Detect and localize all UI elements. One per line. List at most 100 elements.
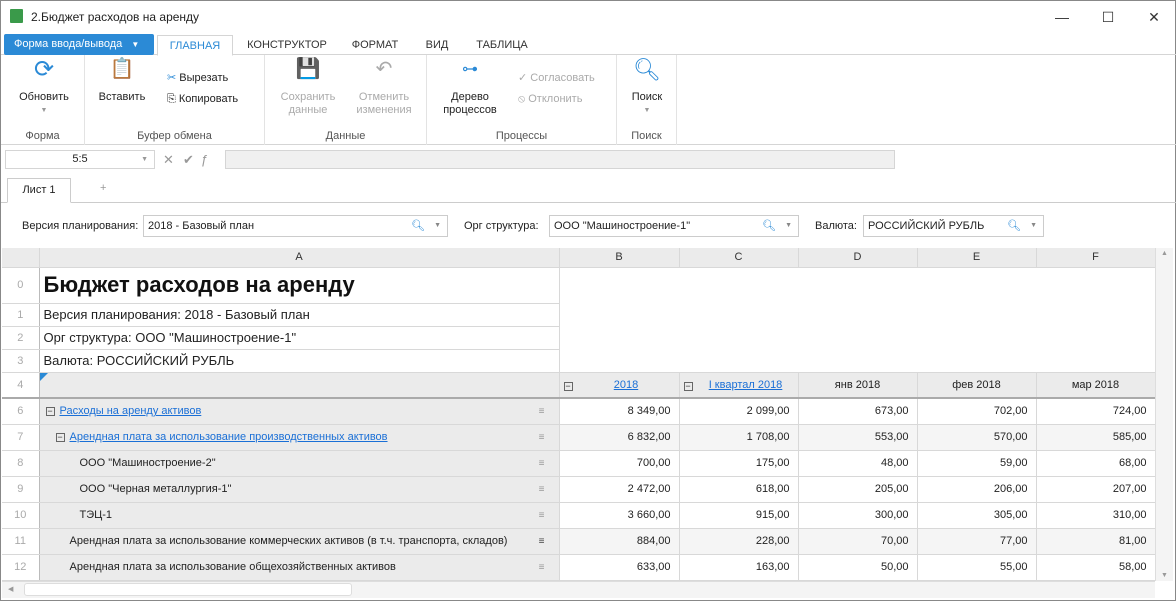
info-currency[interactable]: Валюта: РОССИЙСКИЙ РУБЛЬ: [39, 349, 560, 373]
minimize-button[interactable]: —: [1055, 9, 1069, 25]
value-cell[interactable]: 207,00: [1036, 476, 1156, 503]
reject-button[interactable]: ⦸ Отклонить: [518, 93, 582, 106]
save-data-button[interactable]: 💾 Сохранить данные: [273, 59, 343, 117]
column-header-f[interactable]: F: [1036, 248, 1156, 268]
value-cell[interactable]: 48,00: [798, 450, 918, 477]
confirm-icon[interactable]: ✔: [183, 152, 194, 167]
value-cell[interactable]: 2 099,00: [679, 398, 799, 425]
close-button[interactable]: ✕: [1148, 9, 1160, 25]
search-button[interactable]: 🔍︎ Поиск ▼: [622, 59, 672, 117]
header-jan[interactable]: янв 2018: [798, 372, 918, 399]
report-title[interactable]: Бюджет расходов на аренду: [39, 267, 560, 304]
add-sheet-button[interactable]: +: [100, 182, 107, 194]
value-cell[interactable]: 77,00: [917, 528, 1037, 555]
filter-icon[interactable]: ≡: [538, 457, 545, 469]
value-cell[interactable]: 618,00: [679, 476, 799, 503]
copy-button[interactable]: ⎘ Копировать: [167, 93, 238, 106]
value-cell[interactable]: 70,00: [798, 528, 918, 555]
row-number[interactable]: 3: [2, 349, 40, 373]
row-label-cell[interactable]: − Расходы на аренду активов ≡: [39, 398, 560, 425]
header-link[interactable]: 2018: [613, 378, 639, 391]
column-header-d[interactable]: D: [798, 248, 918, 268]
value-cell[interactable]: 915,00: [679, 502, 799, 529]
row-number[interactable]: 2: [2, 326, 40, 350]
value-cell[interactable]: 55,00: [917, 554, 1037, 581]
info-org[interactable]: Орг структура: ООО "Машиностроение-1": [39, 326, 560, 350]
row-label-cell[interactable]: Арендная плата за использование общехозя…: [39, 554, 560, 581]
collapse-icon[interactable]: −: [563, 380, 573, 391]
value-cell[interactable]: 884,00: [559, 528, 680, 555]
value-cell[interactable]: 305,00: [917, 502, 1037, 529]
cancel-icon[interactable]: ✕: [163, 152, 174, 167]
tab-view[interactable]: ВИД: [425, 39, 449, 51]
row-label[interactable]: Расходы на аренду активов: [59, 405, 202, 418]
column-header-c[interactable]: C: [679, 248, 799, 268]
collapse-icon[interactable]: −: [55, 431, 65, 442]
scroll-left-icon[interactable]: ◀: [8, 586, 14, 593]
vertical-scrollbar[interactable]: ▲ ▼: [1155, 248, 1173, 581]
currency-select[interactable]: РОССИЙСКИЙ РУБЛЬ 🔍︎ ▼: [863, 215, 1044, 237]
scroll-down-icon[interactable]: ▼: [1161, 572, 1168, 579]
value-cell[interactable]: 570,00: [917, 424, 1037, 451]
column-header-a[interactable]: A: [39, 248, 560, 268]
column-header-e[interactable]: E: [917, 248, 1037, 268]
refresh-button[interactable]: ⟳ Обновить ▼: [9, 58, 79, 117]
value-cell[interactable]: 206,00: [917, 476, 1037, 503]
value-cell[interactable]: 163,00: [679, 554, 799, 581]
collapse-icon[interactable]: −: [683, 380, 693, 391]
column-header-b[interactable]: B: [559, 248, 680, 268]
row-label-cell[interactable]: ТЭЦ-1 ≡: [39, 502, 560, 529]
filter-icon[interactable]: ≡: [538, 561, 545, 573]
value-cell[interactable]: 205,00: [798, 476, 918, 503]
value-cell[interactable]: 300,00: [798, 502, 918, 529]
undo-button[interactable]: ↶ Отменить изменения: [349, 59, 419, 117]
value-cell[interactable]: 702,00: [917, 398, 1037, 425]
collapse-icon[interactable]: −: [45, 405, 55, 416]
tab-home[interactable]: ГЛАВНАЯ: [157, 35, 233, 56]
value-cell[interactable]: 585,00: [1036, 424, 1156, 451]
row-number[interactable]: 9: [2, 476, 40, 503]
value-cell[interactable]: 58,00: [1036, 554, 1156, 581]
value-cell[interactable]: 724,00: [1036, 398, 1156, 425]
value-cell[interactable]: 553,00: [798, 424, 918, 451]
approve-button[interactable]: ✓ Согласовать: [518, 72, 595, 85]
sheet-tab-1[interactable]: Лист 1: [7, 178, 71, 203]
org-select[interactable]: ООО "Машиностроение-1" 🔍︎ ▼: [549, 215, 799, 237]
value-cell[interactable]: 2 472,00: [559, 476, 680, 503]
value-cell[interactable]: 633,00: [559, 554, 680, 581]
value-cell[interactable]: 1 708,00: [679, 424, 799, 451]
row-number[interactable]: 4: [2, 372, 40, 399]
header-mar[interactable]: мар 2018: [1036, 372, 1156, 399]
filter-icon[interactable]: ≡: [538, 509, 545, 521]
row-label-cell[interactable]: Арендная плата за использование коммерче…: [39, 528, 560, 555]
row-number[interactable]: 11: [2, 528, 40, 555]
scroll-up-icon[interactable]: ▲: [1161, 250, 1168, 257]
row-number[interactable]: 1: [2, 303, 40, 327]
corner-cell[interactable]: [2, 248, 40, 268]
paste-button[interactable]: 📋 Вставить: [91, 59, 153, 104]
value-cell[interactable]: 8 349,00: [559, 398, 680, 425]
header-feb[interactable]: фев 2018: [917, 372, 1037, 399]
value-cell[interactable]: 3 660,00: [559, 502, 680, 529]
row-number[interactable]: 0: [2, 267, 40, 304]
cell-reference-box[interactable]: 5:5 ▼: [5, 150, 155, 169]
filter-icon[interactable]: ≡: [538, 431, 545, 443]
row-number[interactable]: 10: [2, 502, 40, 529]
row-number[interactable]: 6: [2, 398, 40, 425]
form-io-button[interactable]: Форма ввода/вывода ▼: [4, 34, 154, 55]
row-label-cell[interactable]: ООО "Черная металлургия-1" ≡: [39, 476, 560, 503]
maximize-button[interactable]: ☐: [1101, 9, 1115, 25]
value-cell[interactable]: 310,00: [1036, 502, 1156, 529]
tab-format[interactable]: ФОРМАТ: [351, 39, 399, 51]
value-cell[interactable]: 68,00: [1036, 450, 1156, 477]
header-link[interactable]: I квартал 2018: [708, 378, 783, 391]
value-cell[interactable]: 673,00: [798, 398, 918, 425]
row-label-cell[interactable]: ООО "Машиностроение-2" ≡: [39, 450, 560, 477]
header-q1[interactable]: − I квартал 2018: [679, 372, 799, 399]
horizontal-scrollbar[interactable]: ◀: [2, 581, 1155, 598]
cut-button[interactable]: ✂ Вырезать: [167, 72, 228, 85]
formula-input[interactable]: [225, 150, 895, 169]
row-label-cell[interactable]: − Арендная плата за использование произво…: [39, 424, 560, 451]
process-tree-button[interactable]: ⊶ Дерево процессов: [435, 62, 505, 117]
row-number[interactable]: 8: [2, 450, 40, 477]
